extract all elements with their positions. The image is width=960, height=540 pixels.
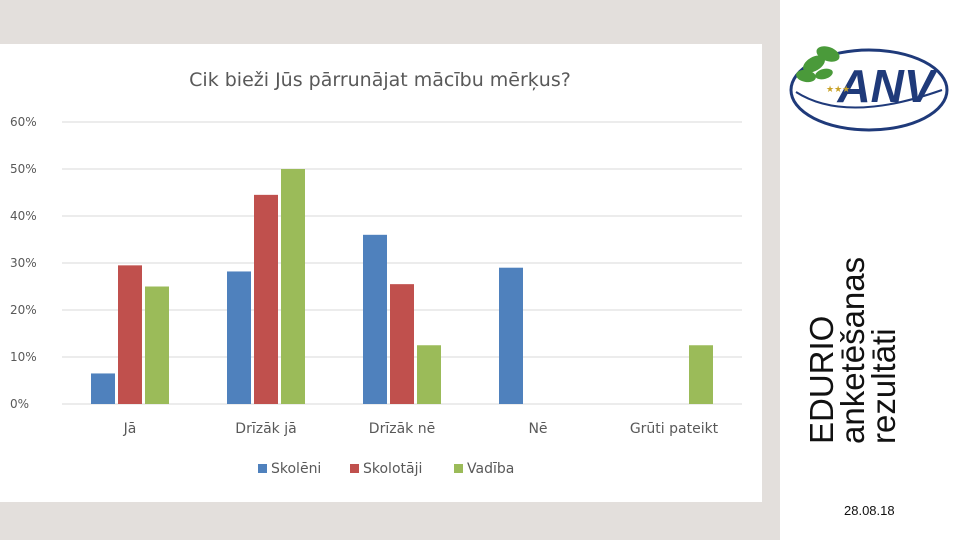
bar (689, 345, 713, 404)
logo-text: ANV (836, 60, 937, 112)
y-tick-label: 30% (10, 256, 37, 270)
legend-label: Vadība (467, 461, 514, 477)
legend-swatch (454, 464, 463, 473)
bar (281, 169, 305, 404)
bar (91, 373, 115, 404)
x-tick-label: Nē (528, 421, 547, 437)
x-tick-label: Drīzāk nē (369, 421, 435, 437)
bar (227, 271, 251, 404)
bar-chart: Cik bieži Jūs pārrunājat mācību mērķus? … (10, 69, 742, 477)
legend: Skolēni Skolotāji Vadība (258, 461, 514, 477)
y-tick-label: 10% (10, 350, 37, 364)
side-title-line: EDURIO (803, 315, 840, 444)
anv-logo: ANV ★★★ (789, 46, 949, 132)
bar-layer (91, 169, 713, 404)
side-title-line: rezultāti (865, 328, 902, 444)
side-title-line: anketēšanas (834, 256, 871, 444)
y-tick-label: 40% (10, 209, 37, 223)
bar (499, 267, 523, 404)
slide-date: 28.08.18 (844, 503, 895, 518)
x-tick-label: Grūti pateikt (630, 421, 719, 437)
legend-swatch (258, 464, 267, 473)
x-tick-label: Jā (123, 421, 137, 437)
bar (390, 284, 414, 404)
legend-label: Skolēni (271, 461, 321, 477)
side-title: EDURIO anketēšanas rezultāti (803, 256, 902, 444)
y-tick-label: 0% (10, 397, 29, 411)
chart-title: Cik bieži Jūs pārrunājat mācību mērķus? (189, 69, 571, 91)
bar (417, 345, 441, 404)
legend-swatch (350, 464, 359, 473)
x-tick-label: Drīzāk jā (235, 421, 296, 437)
y-tick-label: 60% (10, 115, 37, 129)
y-tick-label: 20% (10, 303, 37, 317)
oak-leaves-icon (796, 46, 840, 83)
legend-label: Skolotāji (363, 461, 422, 477)
bar (363, 234, 387, 404)
logo-stars: ★★★ (826, 85, 850, 95)
bar (145, 286, 169, 404)
bar (118, 265, 142, 404)
label-layer: 0% 10% 20% 30% 40% 50% 60% Jā Drīzāk jā Drīzāk nē… (10, 115, 719, 437)
bar (254, 194, 278, 404)
y-tick-label: 50% (10, 162, 37, 176)
